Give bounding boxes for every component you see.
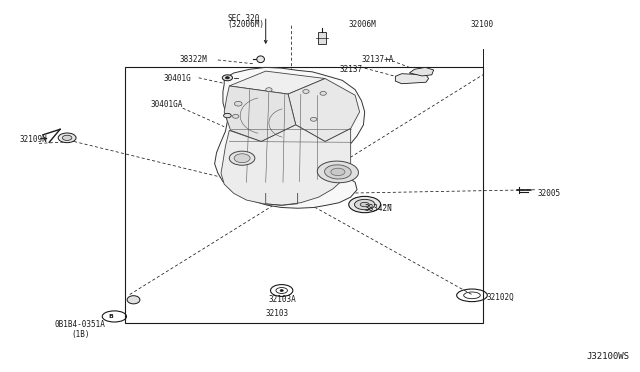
Polygon shape: [229, 71, 325, 94]
Polygon shape: [410, 67, 434, 76]
Text: 32005: 32005: [537, 189, 560, 198]
Ellipse shape: [317, 161, 358, 183]
Text: 32137+A: 32137+A: [362, 55, 394, 64]
Text: 32103A: 32103A: [269, 295, 297, 304]
Ellipse shape: [303, 90, 309, 93]
Text: 32100: 32100: [470, 20, 493, 29]
Ellipse shape: [58, 133, 76, 142]
Text: 0B1B4-0351A: 0B1B4-0351A: [55, 321, 106, 330]
Text: 30401GA: 30401GA: [151, 100, 183, 109]
Ellipse shape: [320, 92, 326, 95]
Text: B: B: [108, 314, 113, 319]
Ellipse shape: [355, 199, 375, 210]
Ellipse shape: [360, 202, 369, 207]
Ellipse shape: [232, 114, 239, 118]
Ellipse shape: [331, 168, 345, 176]
Text: 32137: 32137: [339, 65, 362, 74]
Polygon shape: [224, 86, 296, 141]
Text: J32100WS: J32100WS: [587, 352, 630, 361]
Text: 32109N: 32109N: [20, 135, 47, 144]
Text: 32102Q: 32102Q: [486, 293, 514, 302]
Ellipse shape: [229, 151, 255, 165]
Ellipse shape: [225, 77, 229, 79]
Polygon shape: [214, 67, 365, 208]
Ellipse shape: [310, 117, 317, 121]
Text: 38322M: 38322M: [179, 55, 207, 64]
Text: SEC.320: SEC.320: [227, 14, 260, 23]
Ellipse shape: [223, 113, 231, 118]
Bar: [318, 32, 326, 44]
Text: (32006M): (32006M): [227, 20, 264, 29]
Text: 32103: 32103: [266, 310, 289, 318]
Ellipse shape: [234, 154, 250, 163]
Text: 30401G: 30401G: [164, 74, 191, 83]
Ellipse shape: [222, 75, 232, 81]
Ellipse shape: [127, 296, 140, 304]
Ellipse shape: [349, 196, 381, 213]
Bar: [125, 67, 483, 323]
Polygon shape: [288, 78, 360, 141]
Text: 38342N: 38342N: [365, 204, 392, 213]
Ellipse shape: [324, 165, 351, 179]
Ellipse shape: [280, 289, 284, 291]
Ellipse shape: [234, 102, 242, 106]
Text: 32006M: 32006M: [349, 20, 376, 29]
Polygon shape: [396, 74, 429, 84]
Polygon shape: [221, 125, 351, 205]
Text: (1B): (1B): [71, 330, 90, 340]
Ellipse shape: [257, 56, 264, 62]
Ellipse shape: [62, 135, 72, 140]
Ellipse shape: [266, 88, 272, 92]
